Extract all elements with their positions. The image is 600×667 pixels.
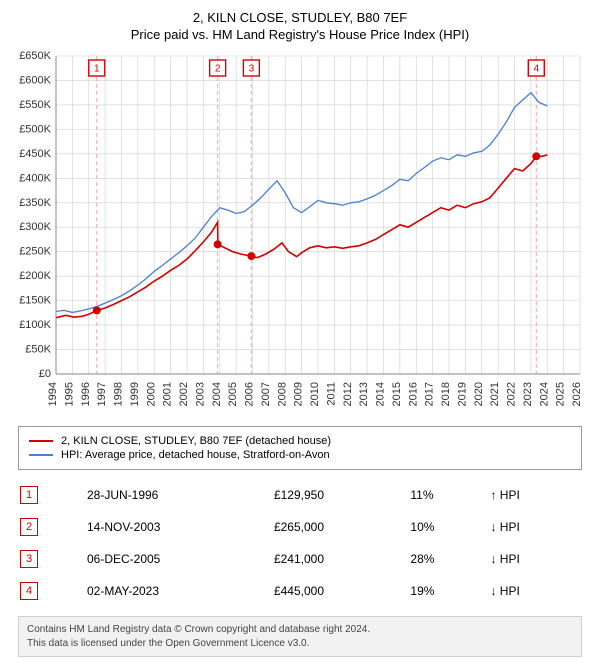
x-tick-label: 2019 — [456, 382, 468, 406]
x-tick-label: 2021 — [489, 382, 501, 406]
x-tick-label: 1999 — [129, 382, 141, 406]
event-price: £129,950 — [274, 480, 408, 510]
legend-label-price-paid: 2, KILN CLOSE, STUDLEY, B80 7EF (detache… — [61, 435, 331, 447]
x-tick-label: 2001 — [162, 382, 174, 406]
sale-dot — [214, 240, 222, 248]
footer-line2: This data is licensed under the Open Gov… — [27, 637, 573, 651]
event-pct: 19% — [410, 576, 488, 606]
x-tick-label: 2006 — [244, 382, 256, 406]
sale-event-row: 1 28-JUN-1996£129,95011%↑ HPI — [20, 480, 580, 510]
event-pct: 11% — [410, 480, 488, 510]
event-marker-icon: 4 — [20, 582, 38, 600]
x-tick-label: 2002 — [178, 382, 190, 406]
chart-title-subtitle: Price paid vs. HM Land Registry's House … — [10, 27, 590, 42]
x-tick-label: 2007 — [260, 382, 272, 406]
x-tick-label: 2017 — [424, 382, 436, 406]
x-tick-label: 1994 — [47, 382, 59, 406]
chart-title-address: 2, KILN CLOSE, STUDLEY, B80 7EF — [10, 10, 590, 25]
event-date: 14-NOV-2003 — [87, 512, 272, 542]
x-tick-label: 2023 — [522, 382, 534, 406]
sale-events-table: 1 28-JUN-1996£129,95011%↑ HPI 2 14-NOV-2003… — [18, 478, 582, 608]
event-marker-icon: 1 — [20, 486, 38, 504]
x-tick-label: 2005 — [227, 382, 239, 406]
x-tick-label: 2014 — [375, 382, 387, 406]
x-tick-label: 2010 — [309, 382, 321, 406]
line-chart: £0 £50K £100K £150K £200K £250K £300K £350K £400… — [10, 50, 590, 420]
x-tick-label: 2003 — [194, 382, 206, 406]
x-tick-label: 2022 — [506, 382, 518, 406]
x-tick-label: 2012 — [342, 382, 354, 406]
chart-svg: £0 £50K £100K £150K £200K £250K £300K £350K £400… — [10, 50, 590, 420]
event-date: 02-MAY-2023 — [87, 576, 272, 606]
event-direction: ↓ HPI — [490, 512, 580, 542]
event-marker-number: 1 — [94, 64, 100, 75]
legend-swatch-hpi — [29, 454, 53, 456]
x-tick-label: 2024 — [538, 382, 550, 406]
x-tick-label: 2018 — [440, 382, 452, 406]
x-tick-label: 2009 — [293, 382, 305, 406]
y-tick-label: £450K — [19, 148, 51, 160]
y-tick-label: £350K — [19, 197, 51, 209]
event-marker-number: 2 — [215, 64, 221, 75]
sale-dot — [93, 306, 101, 314]
legend-row-price-paid: 2, KILN CLOSE, STUDLEY, B80 7EF (detache… — [29, 435, 571, 447]
sale-event-row: 3 06-DEC-2005£241,00028%↓ HPI — [20, 544, 580, 574]
event-direction: ↓ HPI — [490, 544, 580, 574]
x-tick-label: 1997 — [96, 382, 108, 406]
legend-row-hpi: HPI: Average price, detached house, Stra… — [29, 449, 571, 461]
y-tick-label: £550K — [19, 99, 51, 111]
sale-event-row: 2 14-NOV-2003£265,00010%↓ HPI — [20, 512, 580, 542]
event-marker-icon: 2 — [20, 518, 38, 536]
y-tick-label: £500K — [19, 123, 51, 135]
y-tick-label: £150K — [19, 295, 51, 307]
legend-label-hpi: HPI: Average price, detached house, Stra… — [61, 449, 330, 461]
x-tick-label: 2000 — [145, 382, 157, 406]
event-pct: 10% — [410, 512, 488, 542]
x-tick-label: 2016 — [407, 382, 419, 406]
footer-line1: Contains HM Land Registry data © Crown c… — [27, 623, 573, 637]
x-tick-label: 2025 — [555, 382, 567, 406]
event-direction: ↑ HPI — [490, 480, 580, 510]
y-tick-label: £0 — [39, 368, 51, 380]
event-price: £445,000 — [274, 576, 408, 606]
x-tick-label: 2020 — [473, 382, 485, 406]
y-tick-label: £50K — [25, 344, 51, 356]
event-pct: 28% — [410, 544, 488, 574]
y-tick-label: £300K — [19, 221, 51, 233]
y-tick-label: £400K — [19, 172, 51, 184]
x-tick-label: 1995 — [63, 382, 75, 406]
x-tick-label: 2008 — [276, 382, 288, 406]
sale-event-row: 4 02-MAY-2023£445,00019%↓ HPI — [20, 576, 580, 606]
x-tick-label: 2004 — [211, 382, 223, 406]
y-tick-label: £100K — [19, 319, 51, 331]
y-tick-label: £650K — [19, 50, 51, 62]
event-marker-number: 4 — [533, 64, 539, 75]
sale-dot — [247, 252, 255, 260]
x-tick-label: 2011 — [325, 382, 337, 406]
attribution-footer: Contains HM Land Registry data © Crown c… — [18, 616, 582, 657]
event-marker-number: 3 — [249, 64, 255, 75]
event-price: £265,000 — [274, 512, 408, 542]
chart-title-block: 2, KILN CLOSE, STUDLEY, B80 7EF Price pa… — [10, 10, 590, 42]
event-date: 06-DEC-2005 — [87, 544, 272, 574]
x-tick-label: 2013 — [358, 382, 370, 406]
legend-swatch-price-paid — [29, 440, 53, 442]
x-tick-label: 2026 — [571, 382, 583, 406]
y-tick-label: £200K — [19, 270, 51, 282]
x-tick-label: 1996 — [80, 382, 92, 406]
x-tick-label: 2015 — [391, 382, 403, 406]
y-tick-label: £600K — [19, 74, 51, 86]
legend: 2, KILN CLOSE, STUDLEY, B80 7EF (detache… — [18, 426, 582, 470]
event-price: £241,000 — [274, 544, 408, 574]
sale-dot — [532, 152, 540, 160]
x-tick-label: 1998 — [113, 382, 125, 406]
event-date: 28-JUN-1996 — [87, 480, 272, 510]
event-direction: ↓ HPI — [490, 576, 580, 606]
y-tick-label: £250K — [19, 246, 51, 258]
event-marker-icon: 3 — [20, 550, 38, 568]
